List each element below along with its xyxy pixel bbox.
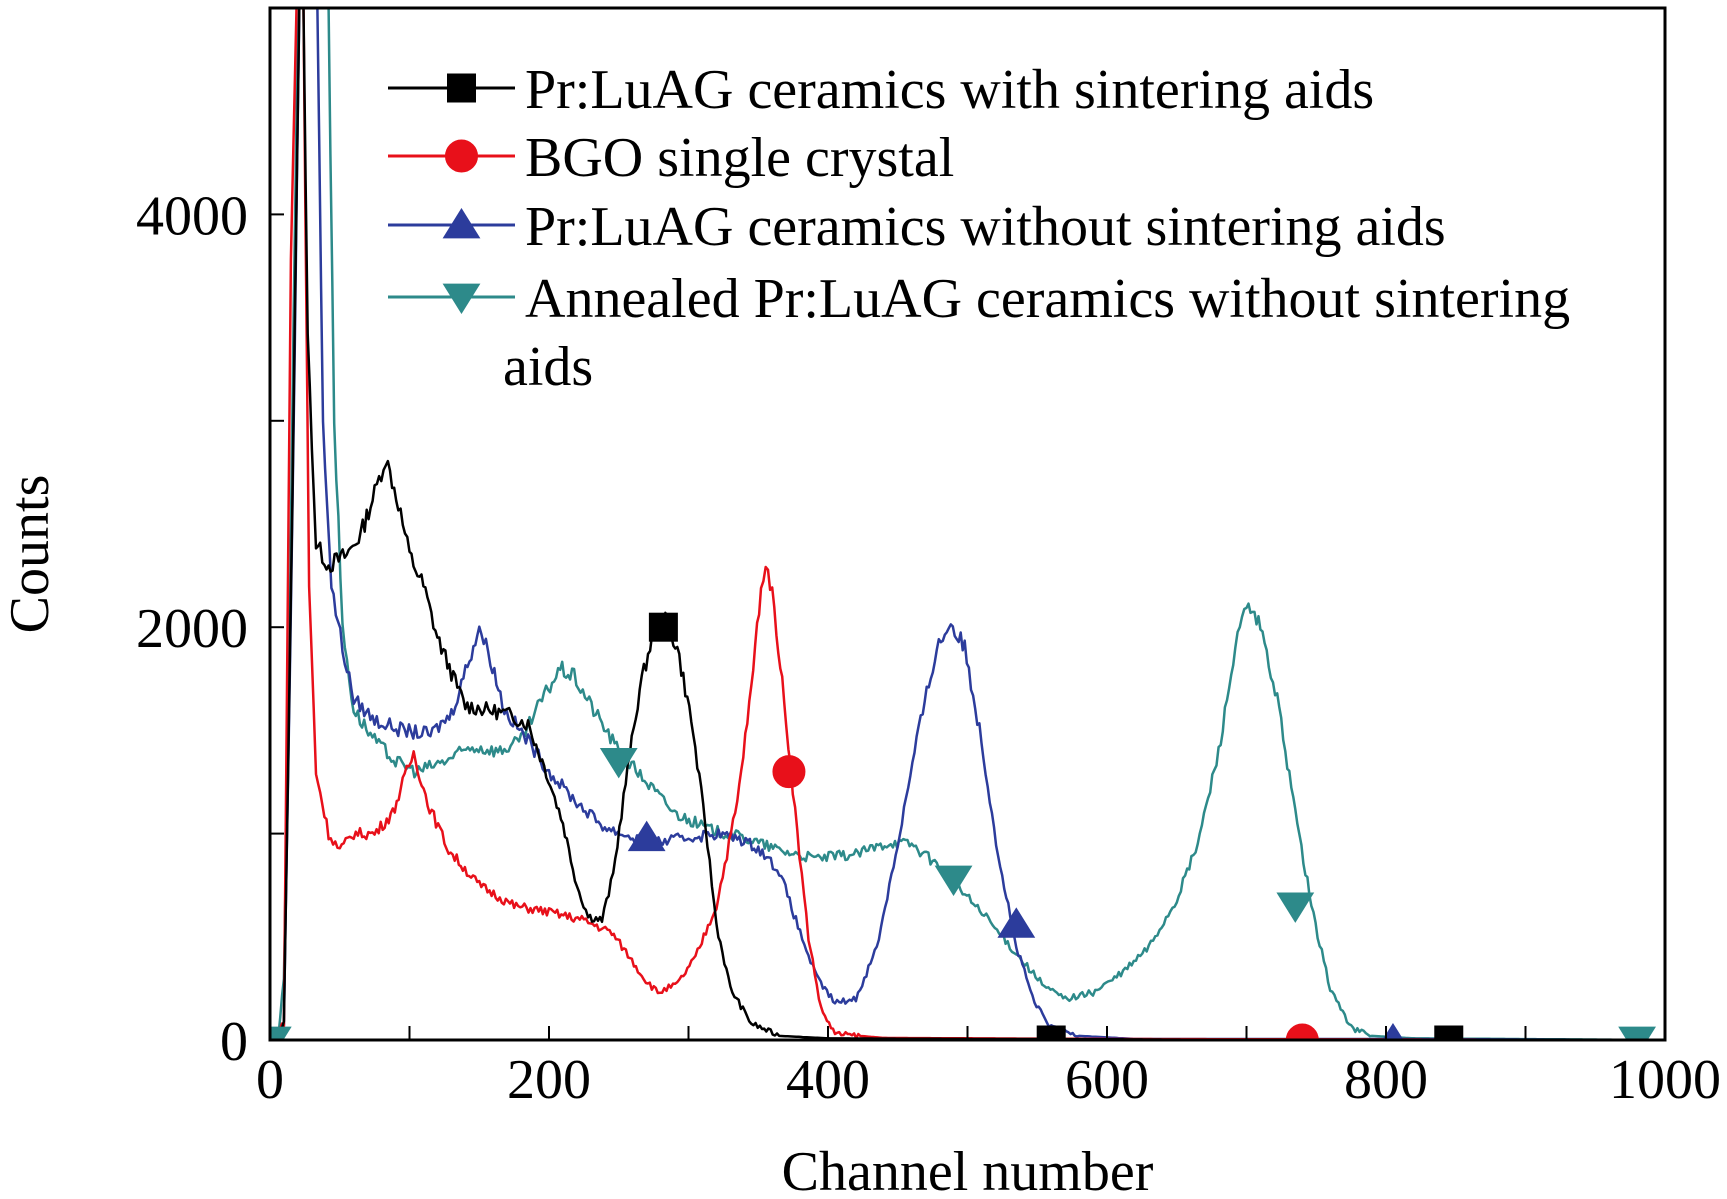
y-tick-label: 0: [220, 1011, 248, 1073]
legend-item: Annealed Pr:LuAG ceramics without sinter…: [388, 268, 1570, 398]
legend-label: Pr:LuAG ceramics with sintering aids: [525, 59, 1374, 121]
y-tick-label: 4000: [136, 185, 248, 247]
series-line: [270, 8, 1665, 1040]
series-marker: [1285, 1023, 1319, 1040]
legend-marker: [447, 73, 476, 103]
legend-label: BGO single crystal: [525, 127, 954, 189]
legend-label: Pr:LuAG ceramics without sintering aids: [525, 196, 1446, 258]
x-tick-label: 400: [786, 1049, 870, 1111]
series-marker: [1434, 1025, 1464, 1040]
y-tick-label: 2000: [136, 598, 248, 660]
x-tick-label: 600: [1065, 1049, 1149, 1111]
legend-marker: [442, 283, 481, 315]
legend-marker: [442, 207, 481, 239]
legend-item: Pr:LuAG ceramics with sintering aids: [388, 59, 1374, 121]
series-4: [270, 8, 1665, 1040]
legend: Pr:LuAG ceramics with sintering aidsBGO …: [388, 59, 1570, 398]
legend-item: BGO single crystal: [388, 127, 954, 189]
axis-ticks: 0 200 400 600 800 1000 0 2000 4000: [136, 7, 1721, 1111]
series-line: [270, 8, 1665, 1040]
series-line: [270, 8, 1665, 1040]
x-tick-label: 1000: [1609, 1049, 1721, 1111]
series-marker: [1382, 1022, 1404, 1040]
series-1: [270, 8, 1665, 1040]
series-2: [270, 8, 1665, 1040]
legend-item: Pr:LuAG ceramics without sintering aids: [388, 196, 1446, 258]
series-marker: [1036, 1025, 1066, 1040]
series-marker: [934, 865, 973, 897]
legend-label: Annealed Pr:LuAG ceramics without sinter…: [503, 268, 1570, 398]
x-tick-label: 0: [256, 1049, 284, 1111]
series-marker: [1276, 892, 1315, 923]
series-marker: [270, 1026, 292, 1040]
series-3: [270, 8, 1665, 1040]
series-marker: [772, 755, 806, 789]
x-axis-title: Channel number: [782, 1141, 1154, 1199]
series-line: [270, 8, 1665, 1040]
legend-marker: [445, 139, 478, 173]
series-marker: [648, 612, 678, 642]
y-axis-title: Counts: [0, 475, 61, 634]
series-marker: [997, 907, 1036, 938]
series-marker: [627, 820, 666, 852]
series-marker: [1618, 1026, 1656, 1040]
x-tick-label: 200: [507, 1049, 591, 1111]
x-tick-label: 800: [1344, 1049, 1428, 1111]
plot-frame: [268, 6, 1667, 1042]
series-marker: [599, 747, 638, 779]
